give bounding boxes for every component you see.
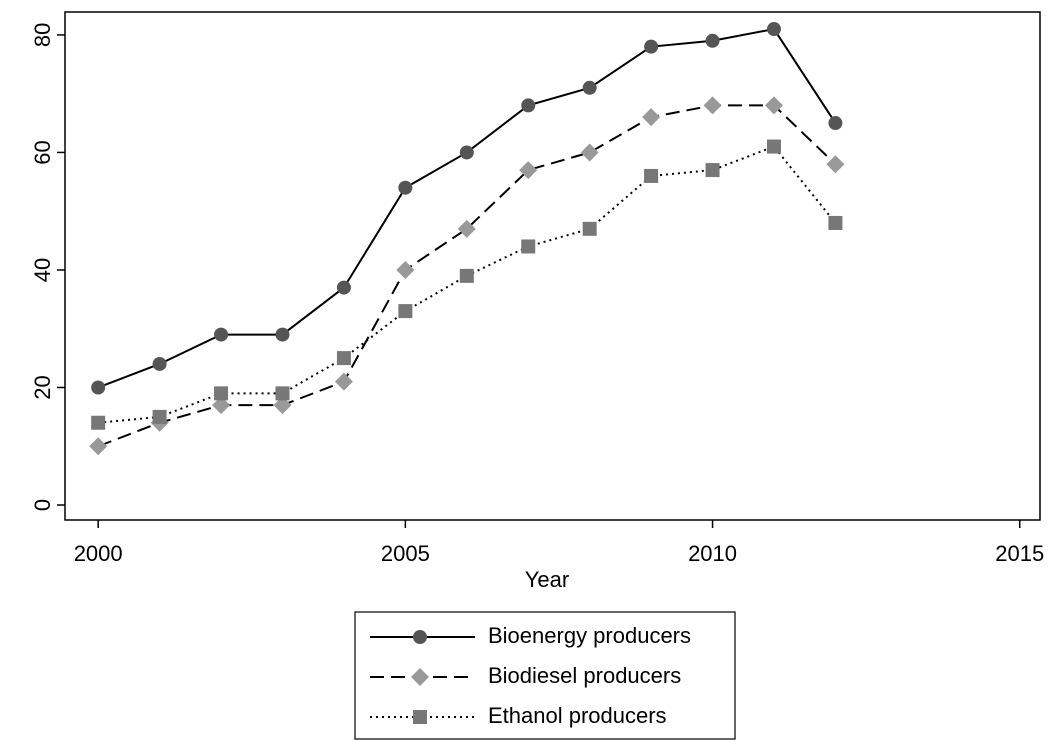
legend-label: Bioenergy producers: [488, 623, 691, 648]
x-tick-label: 2005: [381, 541, 430, 566]
data-point: [91, 415, 106, 430]
data-point: [152, 356, 167, 371]
legend-marker: [413, 630, 427, 644]
x-tick-label: 2000: [74, 541, 123, 566]
data-point: [705, 163, 720, 178]
data-point: [828, 215, 843, 230]
data-point: [334, 372, 353, 391]
y-tick-label: 20: [30, 375, 55, 399]
data-point: [703, 96, 722, 115]
legend-marker: [411, 668, 429, 686]
data-point: [396, 260, 415, 279]
series-line: [98, 145, 837, 424]
data-point: [766, 22, 781, 37]
data-point: [89, 437, 108, 456]
x-tick-label: 2015: [995, 541, 1044, 566]
data-point: [519, 161, 538, 180]
data-point: [582, 221, 597, 236]
data-point: [521, 98, 536, 113]
data-point: [828, 116, 843, 131]
data-point: [275, 386, 290, 401]
plot-frame: [64, 11, 1041, 521]
data-point: [91, 380, 106, 395]
x-tick-label: 2010: [688, 541, 737, 566]
data-point: [214, 386, 229, 401]
data-point: [336, 351, 351, 366]
data-point: [398, 304, 413, 319]
legend-label: Biodiesel producers: [488, 663, 681, 688]
data-point: [826, 155, 845, 174]
data-point: [766, 139, 781, 154]
data-point: [644, 168, 659, 183]
data-point: [580, 143, 599, 162]
y-tick-label: 40: [30, 258, 55, 282]
data-point: [214, 327, 229, 342]
legend-label: Ethanol producers: [488, 703, 667, 728]
y-tick-label: 0: [30, 499, 55, 511]
data-point: [644, 39, 659, 54]
x-axis-label: Year: [525, 567, 569, 592]
legend-marker: [413, 710, 427, 724]
data-point: [582, 80, 597, 95]
series-line: [97, 27, 837, 389]
data-point: [336, 280, 351, 295]
data-point: [764, 96, 783, 115]
y-tick-label: 60: [30, 140, 55, 164]
data-point: [521, 239, 536, 254]
data-point: [642, 108, 661, 127]
data-point: [273, 396, 292, 415]
data-point: [459, 268, 474, 283]
data-point: [275, 327, 290, 342]
data-point: [459, 145, 474, 160]
data-point: [705, 33, 720, 48]
data-point: [152, 409, 167, 424]
data-point: [457, 219, 476, 238]
data-point: [398, 180, 413, 195]
data-point: [212, 396, 231, 415]
y-tick-label: 80: [30, 23, 55, 47]
